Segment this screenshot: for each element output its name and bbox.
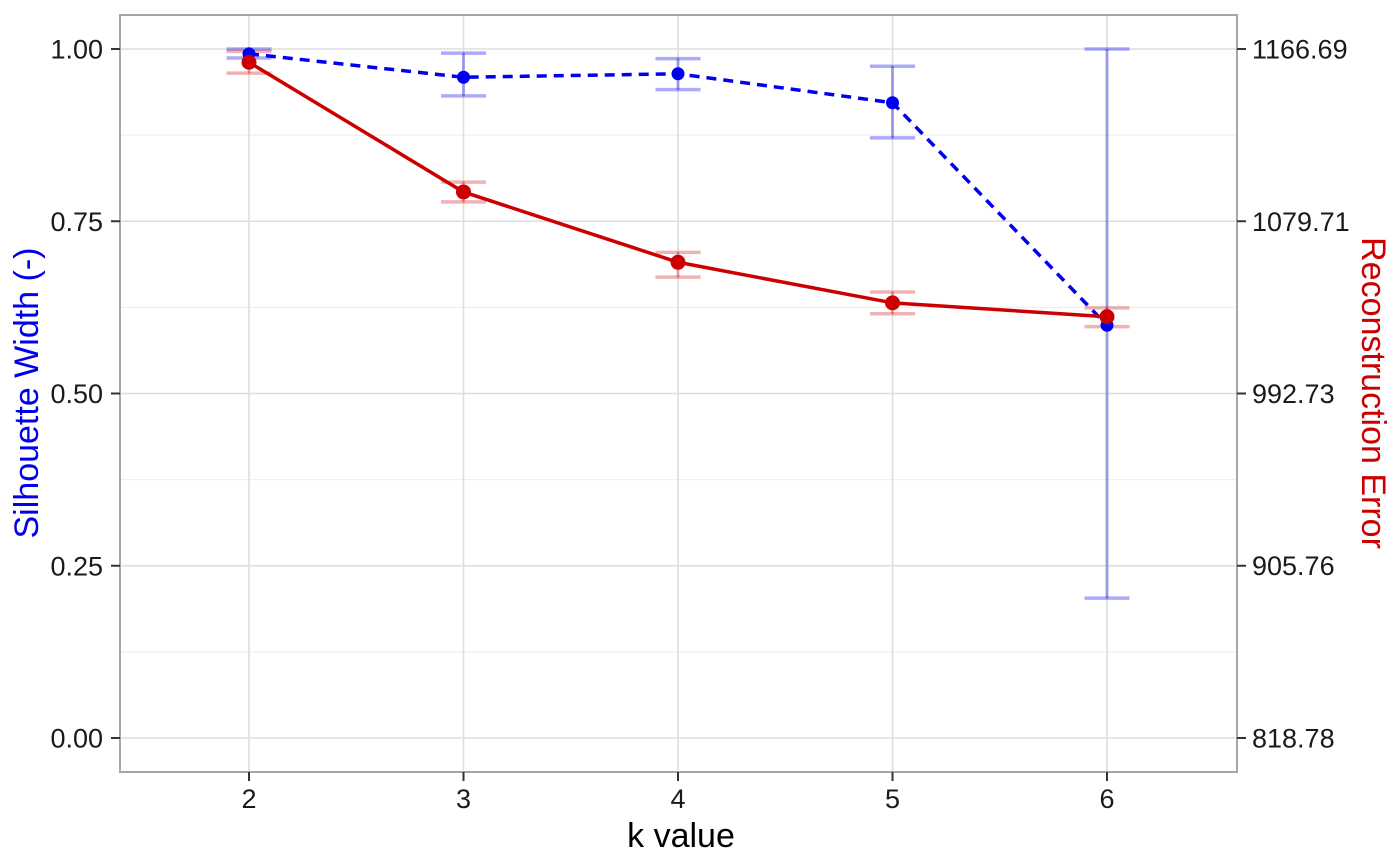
reconstruction-point xyxy=(885,295,900,311)
left-axis-tick-label: 0.50 xyxy=(50,379,103,409)
reconstruction-point xyxy=(670,254,686,270)
reconstruction-point xyxy=(456,184,471,200)
left-axis-tick-label: 0.25 xyxy=(50,551,103,581)
right-axis-tick-label: 818.78 xyxy=(1252,724,1335,754)
x-axis-title: k value xyxy=(627,817,735,855)
x-axis-tick-label: 4 xyxy=(670,784,685,814)
silhouette-point xyxy=(886,96,899,110)
right-axis-title: Reconstruction Error xyxy=(1354,237,1392,549)
left-axis-tick-label: 0.75 xyxy=(50,207,103,237)
x-axis-tick-label: 2 xyxy=(241,784,256,814)
reconstruction-point xyxy=(1099,309,1115,325)
x-axis-tick-label: 5 xyxy=(885,784,900,814)
right-axis-tick-label: 1166.69 xyxy=(1252,35,1348,65)
reconstruction-point xyxy=(241,54,257,70)
x-axis-tick-label: 3 xyxy=(456,784,471,814)
silhouette-point xyxy=(457,70,470,84)
left-axis-title: Silhouette Width (-) xyxy=(8,247,46,539)
right-axis-tick-label: 1079.71 xyxy=(1252,207,1350,237)
x-axis-tick-label: 6 xyxy=(1099,784,1114,814)
right-axis-tick-label: 905.76 xyxy=(1252,551,1335,581)
left-axis-tick-label: 1.00 xyxy=(50,35,103,65)
silhouette-point xyxy=(671,67,685,81)
right-axis-tick-label: 992.73 xyxy=(1252,379,1335,409)
left-axis-tick-label: 0.00 xyxy=(50,724,103,754)
